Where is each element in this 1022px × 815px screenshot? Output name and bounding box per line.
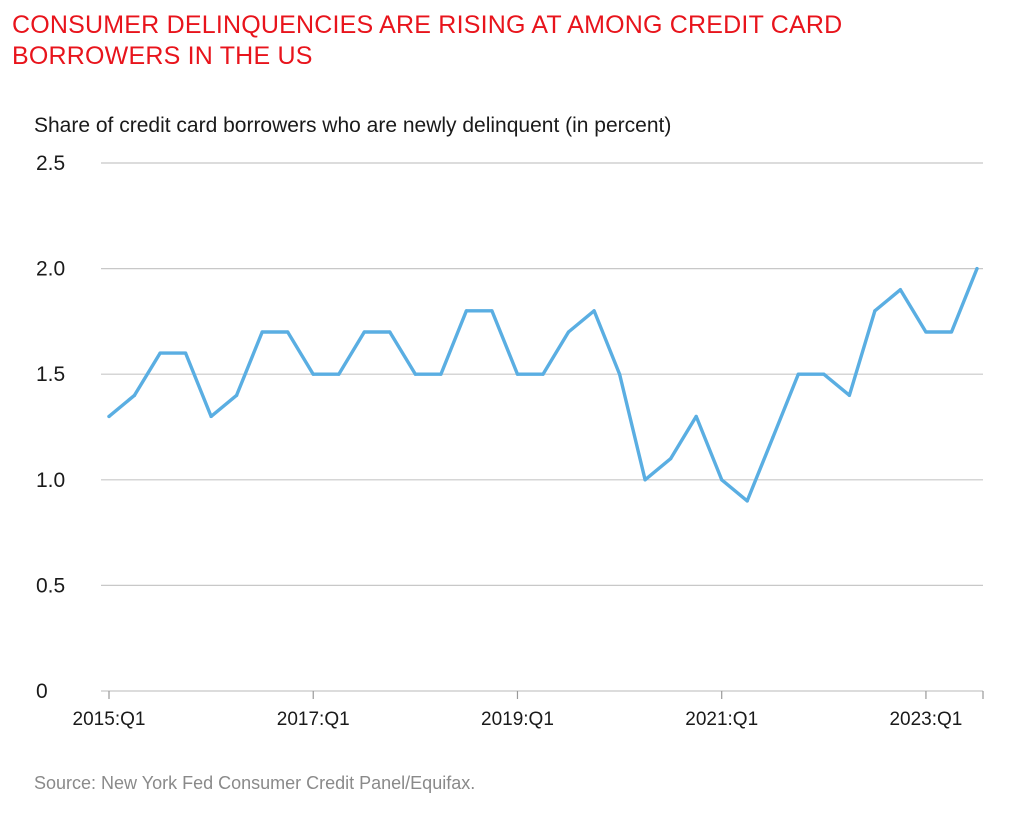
- data-point: [439, 372, 443, 376]
- data-point: [132, 393, 137, 397]
- data-point: [617, 372, 622, 376]
- data-point: [720, 478, 724, 482]
- data-point: [669, 457, 673, 461]
- data-point: [209, 414, 213, 419]
- data-point: [260, 330, 264, 334]
- data-point: [847, 393, 851, 397]
- x-tick-label: 2017:Q1: [277, 709, 350, 730]
- y-tick-label: 1.5: [36, 363, 65, 386]
- source-note: Source: New York Fed Consumer Credit Pan…: [34, 773, 476, 793]
- data-point: [388, 330, 392, 334]
- data-point: [286, 330, 290, 334]
- data-point: [924, 330, 928, 334]
- data-point: [771, 435, 775, 440]
- y-tick-label: 0.5: [36, 574, 65, 597]
- chart-subtitle: Share of credit card borrowers who are n…: [34, 114, 672, 137]
- y-tick-label: 0: [36, 680, 48, 703]
- x-tick-label: 2015:Q1: [73, 709, 146, 730]
- x-tick-label: 2023:Q1: [889, 709, 962, 730]
- data-point: [490, 309, 494, 313]
- y-tick-label: 2.5: [36, 152, 65, 175]
- data-point: [566, 330, 571, 334]
- data-point: [745, 499, 749, 503]
- y-tick-label: 2.0: [36, 258, 65, 281]
- data-point: [158, 351, 162, 355]
- data-point: [643, 478, 647, 482]
- data-point: [107, 414, 111, 419]
- x-tick-label: 2021:Q1: [685, 709, 758, 730]
- x-tick-label: 2019:Q1: [481, 709, 554, 730]
- x-axis: 2015:Q1 2017:Q1 2019:Q1 2021:Q1 2023:Q1: [73, 690, 984, 730]
- data-point: [311, 372, 315, 376]
- chart-title: CONSUMER DELINQUENCIES ARE RISING AT AMO…: [12, 11, 843, 70]
- data-point: [592, 309, 596, 313]
- data-point: [694, 414, 698, 419]
- series-layer: [107, 266, 979, 503]
- data-point: [898, 288, 903, 292]
- data-point: [235, 393, 239, 397]
- data-point: [515, 372, 520, 376]
- data-point: [873, 309, 877, 313]
- data-point: [949, 330, 954, 334]
- data-point: [975, 267, 979, 271]
- y-axis-ticks: 0 0.5 1.0 1.5 2.0 2.5: [36, 152, 65, 703]
- data-point: [541, 372, 545, 376]
- data-point: [362, 330, 366, 334]
- data-point: [337, 372, 341, 376]
- data-point: [796, 372, 800, 376]
- series-line: [107, 266, 979, 503]
- data-point: [183, 351, 188, 355]
- data-point: [464, 309, 469, 313]
- y-tick-label: 1.0: [36, 469, 65, 492]
- data-point: [822, 372, 826, 376]
- data-point: [413, 372, 417, 376]
